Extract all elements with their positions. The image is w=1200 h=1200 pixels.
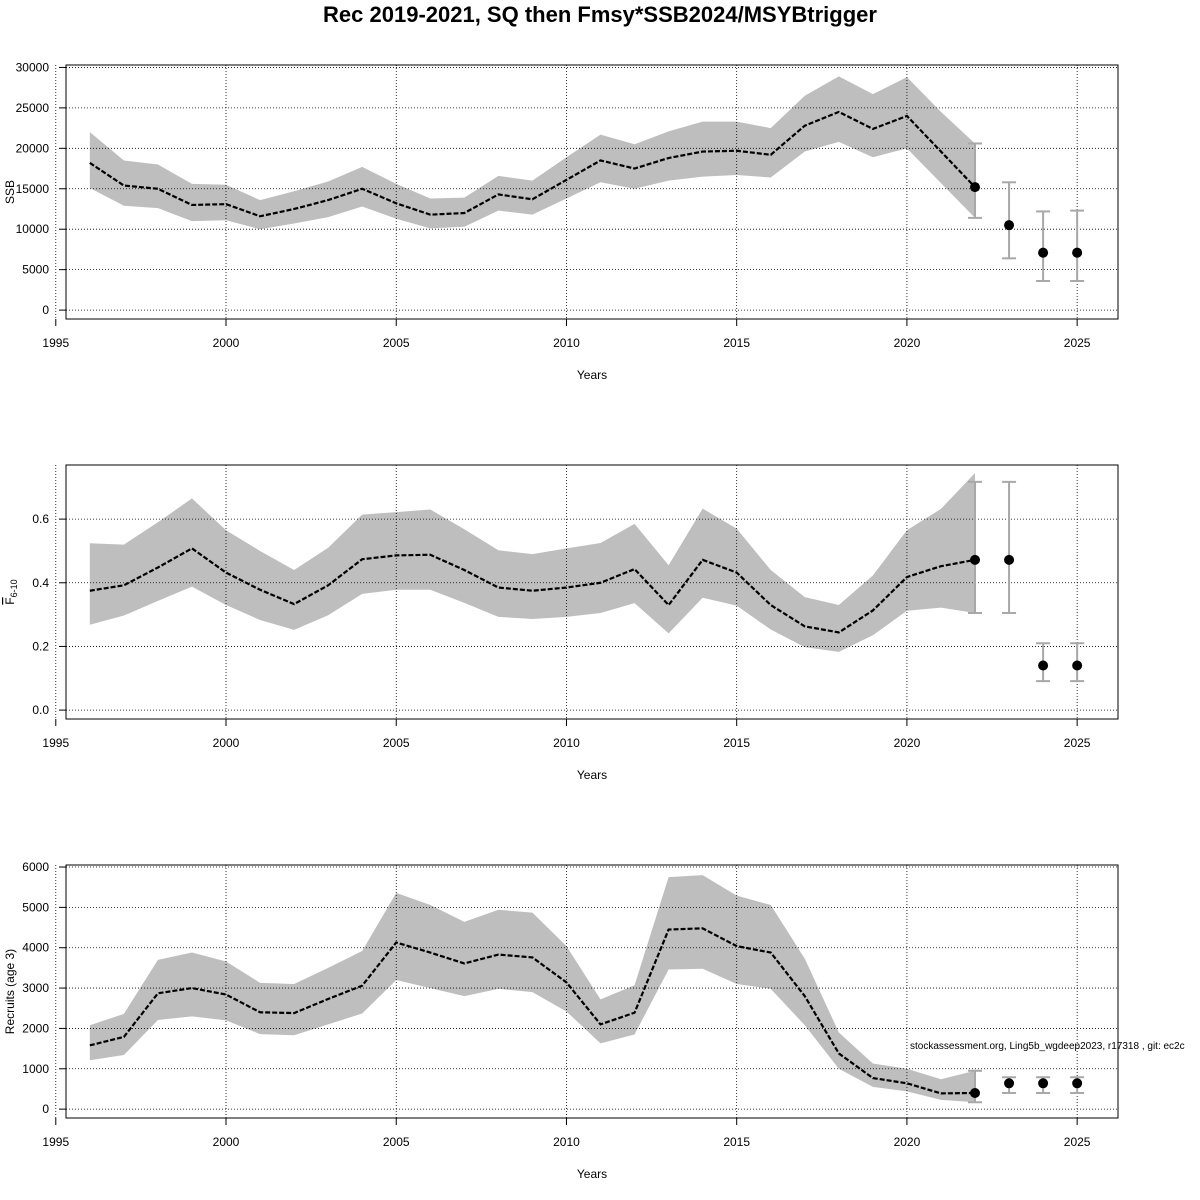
y-axis-title: Recruits (age 3): [3, 949, 17, 1034]
x-axis-title: Years: [577, 368, 607, 382]
y-tick-label: 2000: [22, 1021, 49, 1035]
forecast-point: [1004, 1078, 1014, 1088]
x-tick-label: 2020: [894, 736, 921, 750]
y-tick-label: 5000: [22, 900, 49, 914]
credit-note: stockassessment.org, Ling5b_wgdeep2023, …: [910, 1041, 1185, 1052]
figure-canvas: 1995 2000 2005 2010 2015 2020 2025050001000015…: [0, 0, 1200, 1200]
y-tick-label: 4000: [22, 941, 49, 955]
y-tick-label: 25000: [16, 101, 50, 115]
forecast-point: [1004, 220, 1014, 230]
x-tick-label: 2005: [383, 1135, 410, 1149]
x-tick-label: 2005: [383, 736, 410, 750]
confidence-band: [90, 473, 975, 652]
x-tick-label: 2015: [723, 336, 750, 350]
x-tick-label: 2010: [553, 336, 580, 350]
panel-1: 1995 2000 2005 2010 2015 2020 2025 0 5000 10000 15…: [3, 60, 1118, 382]
x-tick-label: 2020: [894, 336, 921, 350]
y-tick-label: 20000: [16, 141, 50, 155]
y-tick-label: 0.0: [32, 703, 49, 717]
forecast-point: [1038, 248, 1048, 258]
forecast-point: [970, 1088, 980, 1098]
confidence-band: [90, 76, 975, 229]
x-tick-label: 2020: [894, 1135, 921, 1149]
confidence-band: [90, 875, 975, 1102]
y-tick-label: 0: [42, 303, 49, 317]
x-tick-label: 2025: [1064, 1135, 1091, 1149]
x-tick-label: 2010: [553, 736, 580, 750]
x-tick-label: 1995: [42, 1135, 69, 1149]
y-axis-title: F6-10: [3, 579, 19, 604]
y-tick-label: 1000: [22, 1062, 49, 1076]
x-tick-label: 2000: [213, 1135, 240, 1149]
forecast-point: [1038, 1078, 1048, 1088]
panel-3: 1995 2000 2005 2010 2015 2020 2025 0 1000 2000 300…: [3, 860, 1118, 1181]
y-axis-title: SSB: [3, 180, 17, 204]
panel-2: 1995 2000 2005 2010 2015 2020 2025 0.0 0.2 0.4 0.6…: [3, 465, 1118, 782]
x-tick-label: 2015: [723, 736, 750, 750]
x-tick-label: 2010: [553, 1135, 580, 1149]
forecast-point: [1004, 555, 1014, 565]
y-tick-label: 0.4: [32, 576, 49, 590]
x-axis-title: Years: [577, 768, 607, 782]
x-tick-label: 1995: [42, 736, 69, 750]
x-tick-label: 1995: [42, 336, 69, 350]
y-tick-label: 0: [42, 1102, 49, 1116]
x-tick-label: 2025: [1064, 736, 1091, 750]
y-tick-label: 0.6: [32, 512, 49, 526]
y-tick-label: 15000: [16, 182, 50, 196]
forecast-point: [1072, 1078, 1082, 1088]
x-tick-label: 2005: [383, 336, 410, 350]
forecast-point: [1038, 661, 1048, 671]
y-tick-label: 5000: [22, 263, 49, 277]
forecast-point: [1072, 248, 1082, 258]
x-tick-label: 2025: [1064, 336, 1091, 350]
y-tick-label: 30000: [16, 60, 50, 74]
forecast-point: [970, 182, 980, 192]
y-tick-label: 10000: [16, 222, 50, 236]
x-tick-label: 2015: [723, 1135, 750, 1149]
x-tick-label: 2000: [213, 336, 240, 350]
y-tick-label: 6000: [22, 860, 49, 874]
forecast-point: [970, 555, 980, 565]
y-tick-label: 0.2: [32, 639, 49, 653]
x-axis-title: Years: [577, 1167, 607, 1181]
y-tick-label: 3000: [22, 981, 49, 995]
forecast-point: [1072, 661, 1082, 671]
x-tick-label: 2000: [213, 736, 240, 750]
